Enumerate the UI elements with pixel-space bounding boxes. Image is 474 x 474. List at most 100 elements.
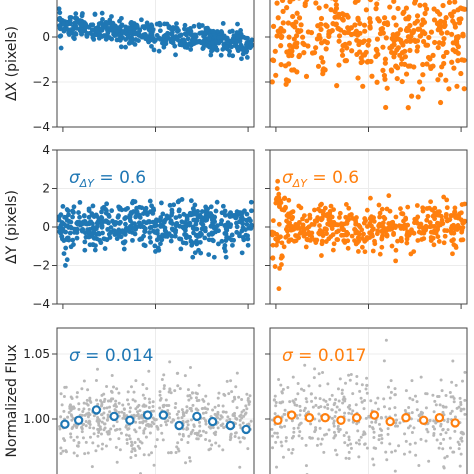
data-point: [311, 49, 318, 56]
raw-point: [177, 410, 181, 414]
data-point: [382, 15, 388, 21]
raw-point: [114, 445, 118, 449]
raw-point: [456, 440, 460, 444]
data-point: [173, 215, 179, 221]
raw-point: [161, 404, 165, 408]
data-point: [382, 76, 388, 82]
raw-point: [307, 384, 311, 388]
data-point: [106, 214, 112, 219]
data-point: [61, 21, 66, 27]
raw-point: [221, 404, 225, 408]
data-point: [173, 223, 179, 229]
data-point: [383, 35, 389, 41]
data-point: [328, 234, 334, 240]
data-point: [273, 72, 279, 78]
data-point: [106, 25, 111, 31]
data-point: [192, 202, 198, 208]
raw-point: [211, 426, 215, 430]
data-point: [329, 214, 335, 220]
raw-point: [94, 449, 98, 453]
raw-point: [102, 406, 106, 410]
data-point: [134, 24, 140, 30]
data-point: [278, 61, 284, 68]
data-point: [341, 232, 346, 238]
raw-point: [177, 449, 181, 453]
raw-point: [303, 363, 307, 367]
raw-point: [114, 399, 118, 403]
raw-point: [360, 383, 364, 387]
data-point: [359, 227, 365, 233]
data-point: [458, 5, 464, 11]
data-point: [282, 63, 289, 69]
raw-point: [355, 374, 359, 378]
raw-point: [117, 391, 121, 395]
data-point: [157, 22, 163, 28]
data-point: [216, 35, 222, 41]
data-point: [391, 230, 396, 236]
raw-point: [404, 389, 408, 393]
data-point: [367, 0, 374, 3]
raw-point: [118, 427, 122, 431]
data-point: [280, 20, 286, 26]
raw-point: [237, 395, 241, 399]
data-point: [244, 221, 250, 227]
raw-point: [209, 447, 213, 451]
data-point: [352, 238, 357, 244]
data-point: [324, 231, 329, 236]
raw-point: [184, 410, 188, 414]
raw-point: [102, 411, 106, 415]
data-point: [77, 214, 82, 220]
data-point: [71, 242, 76, 247]
data-point: [361, 22, 368, 28]
raw-point: [332, 424, 336, 428]
data-point: [362, 28, 368, 34]
raw-point: [80, 425, 84, 429]
raw-point: [147, 453, 151, 457]
raw-point: [102, 428, 106, 432]
data-point: [404, 236, 410, 242]
data-point: [439, 30, 445, 36]
data-point: [395, 238, 400, 244]
raw-point: [417, 463, 421, 467]
raw-point: [348, 378, 352, 382]
data-point: [447, 217, 453, 222]
data-point: [404, 240, 410, 246]
raw-point: [459, 437, 463, 441]
data-point: [288, 227, 294, 233]
raw-point: [298, 430, 302, 434]
raw-point: [463, 412, 467, 416]
data-point: [102, 236, 108, 242]
data-point: [318, 40, 325, 46]
data-point: [340, 43, 346, 49]
data-point: [322, 226, 328, 231]
data-point: [235, 21, 240, 27]
data-point: [318, 21, 324, 27]
data-point: [79, 227, 85, 233]
data-point: [86, 24, 92, 30]
data-point: [317, 223, 322, 228]
raw-point: [228, 417, 232, 421]
data-point: [332, 21, 339, 28]
data-point: [151, 206, 156, 212]
data-point: [437, 11, 443, 17]
raw-point: [191, 428, 195, 432]
raw-point: [158, 398, 162, 402]
raw-point: [459, 409, 463, 413]
data-point: [284, 4, 290, 11]
raw-point: [181, 432, 185, 436]
data-point: [188, 212, 194, 218]
raw-point: [107, 429, 111, 433]
raw-point: [355, 422, 359, 426]
data-point: [390, 31, 396, 38]
data-point: [423, 223, 429, 229]
raw-point: [325, 432, 329, 436]
raw-point: [94, 379, 98, 383]
raw-point: [357, 442, 361, 446]
data-point: [104, 201, 110, 207]
raw-point: [114, 428, 118, 432]
raw-point: [76, 444, 80, 448]
raw-point: [168, 387, 172, 391]
y-tick-label: 0: [42, 220, 50, 234]
raw-point: [151, 405, 155, 409]
binned-point: [286, 410, 297, 420]
